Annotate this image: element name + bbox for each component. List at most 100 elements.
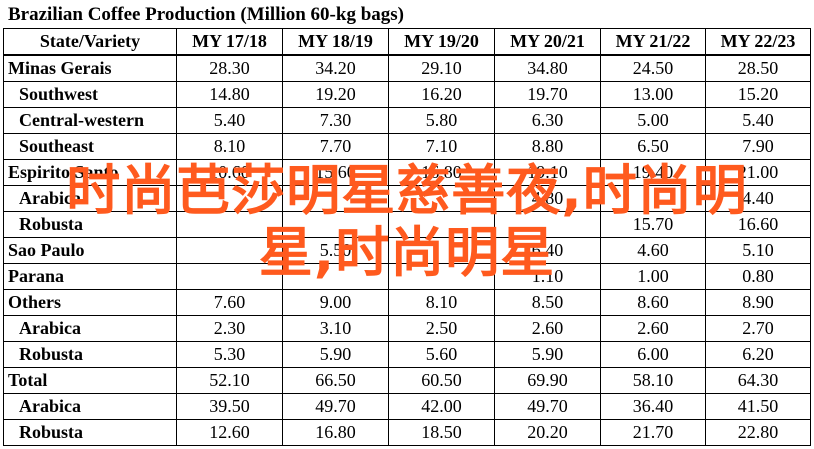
table-row: Sao Paulo 5.50 6.40 4.60 5.10 [3, 237, 811, 264]
row-label: Others [3, 289, 177, 316]
table-cell: 21.70 [600, 419, 706, 446]
table-cell: 28.50 [705, 54, 811, 82]
table-cell [282, 263, 389, 290]
table-cell: 5.90 [494, 341, 601, 368]
table-cell: 16.80 [282, 419, 389, 446]
table-cell: 34.20 [282, 54, 389, 82]
table-cell: 9.00 [282, 289, 389, 316]
table-cell: 19.20 [282, 81, 389, 108]
table-cell: 29.10 [388, 54, 495, 82]
column-header: MY 19/20 [388, 28, 495, 56]
sub-row-label: Robusta [3, 419, 177, 446]
table-cell: 2.50 [388, 315, 495, 342]
column-header: MY 20/21 [494, 28, 601, 56]
table-cell: 6.00 [600, 341, 706, 368]
table-cell [176, 263, 283, 290]
table-cell: 6.20 [705, 341, 811, 368]
column-header: MY 21/22 [600, 28, 706, 56]
table-cell: 19.10 [494, 159, 601, 186]
table-row: Arabica 39.50 49.70 42.00 49.70 36.40 41.50 [3, 393, 811, 420]
table-cell: 69.90 [494, 367, 601, 394]
table-row: Robusta 5.30 5.90 5.60 5.90 6.00 6.20 [3, 341, 811, 368]
table-cell: 6.30 [494, 107, 601, 134]
table-cell: 20.20 [494, 419, 601, 446]
table-cell: 22.80 [705, 419, 811, 446]
table-cell: 8.10 [176, 133, 283, 160]
sub-row-label: Southeast [3, 133, 177, 160]
table-cell: 24.50 [600, 54, 706, 82]
table-cell: 18.50 [388, 419, 495, 446]
table-cell [388, 211, 495, 238]
table-cell [176, 185, 283, 212]
table-cell: 16.60 [705, 211, 811, 238]
table-cell: 41.50 [705, 393, 811, 420]
column-header: MY 18/19 [282, 28, 389, 56]
table-cell: 16.20 [388, 81, 495, 108]
table-cell: 39.50 [176, 393, 283, 420]
table-cell: 7.10 [388, 133, 495, 160]
sub-row-label: Arabica [3, 315, 177, 342]
table-cell: 5.40 [176, 107, 283, 134]
table-cell: 15.70 [600, 211, 706, 238]
table-cell: 1.00 [600, 263, 706, 290]
table-cell: 2.70 [705, 315, 811, 342]
table-row: Central-western 5.40 7.30 5.80 6.30 5.00 5.40 [3, 107, 811, 134]
table-cell: 13.00 [600, 81, 706, 108]
table-cell [176, 211, 283, 238]
header-row: State/Variety MY 17/18 MY 18/19 MY 19/20… [3, 28, 811, 56]
table-cell: 5.80 [388, 107, 495, 134]
table-cell: 6.40 [494, 237, 601, 264]
table-cell: 5.90 [282, 341, 389, 368]
table-cell: 2.60 [494, 315, 601, 342]
table-row: Espirito Santo 10.60 15.60 16.80 19.10 19.40 2… [3, 159, 811, 186]
table-cell: 5.30 [176, 341, 283, 368]
table-row: Others 7.60 9.00 8.10 8.50 8.60 8.90 [3, 289, 811, 316]
table-cell: 19.70 [494, 81, 601, 108]
table-cell: 4.40 [705, 185, 811, 212]
table-cell [282, 211, 389, 238]
sub-row-label: Robusta [3, 341, 177, 368]
table-cell: 4.80 [494, 185, 601, 212]
table-cell [176, 237, 283, 264]
table-cell: 58.10 [600, 367, 706, 394]
table-row: Total 52.10 66.50 60.50 69.90 58.10 64.30 [3, 367, 811, 394]
table-cell: 12.60 [176, 419, 283, 446]
table-cell: 5.00 [600, 107, 706, 134]
table-cell: 49.70 [282, 393, 389, 420]
table-cell: 8.90 [705, 289, 811, 316]
table-cell [282, 185, 389, 212]
table-cell [388, 263, 495, 290]
coffee-production-table: State/Variety MY 17/18 MY 18/19 MY 19/20… [3, 28, 811, 446]
column-header: MY 22/23 [705, 28, 811, 56]
table-row: Robusta 12.60 16.80 18.50 20.20 21.70 22.80 [3, 419, 811, 446]
row-label: Total [3, 367, 177, 394]
table-cell: 7.90 [705, 133, 811, 160]
table-cell: 28.30 [176, 54, 283, 82]
row-label: Parana [3, 263, 177, 290]
table-cell: 5.60 [388, 341, 495, 368]
table-cell: 19.40 [600, 159, 706, 186]
table-cell: 36.40 [600, 393, 706, 420]
table-row: Southwest 14.80 19.20 16.20 19.70 13.00 15.20 [3, 81, 811, 108]
table-row: Parana 1.10 1.00 0.80 [3, 263, 811, 290]
row-label: Minas Gerais [3, 54, 177, 82]
table-cell: 0.80 [705, 263, 811, 290]
table-cell: 49.70 [494, 393, 601, 420]
table-cell: 42.00 [388, 393, 495, 420]
row-label: Sao Paulo [3, 237, 177, 264]
sub-row-label: Arabica [3, 393, 177, 420]
sub-row-label: Arabica [3, 185, 177, 212]
table-row: Southeast 8.10 7.70 7.10 8.80 6.50 7.90 [3, 133, 811, 160]
table-cell [494, 211, 601, 238]
table-cell: 8.60 [600, 289, 706, 316]
sub-row-label: Robusta [3, 211, 177, 238]
table-cell: 60.50 [388, 367, 495, 394]
table-cell: 5.40 [705, 107, 811, 134]
table-cell: 15.20 [705, 81, 811, 108]
table-cell: 21.00 [705, 159, 811, 186]
table-cell: 2.30 [176, 315, 283, 342]
table-row: Robusta 15.70 16.60 [3, 211, 811, 238]
table-cell: 7.60 [176, 289, 283, 316]
table-cell: 15.60 [282, 159, 389, 186]
table-cell [388, 185, 495, 212]
